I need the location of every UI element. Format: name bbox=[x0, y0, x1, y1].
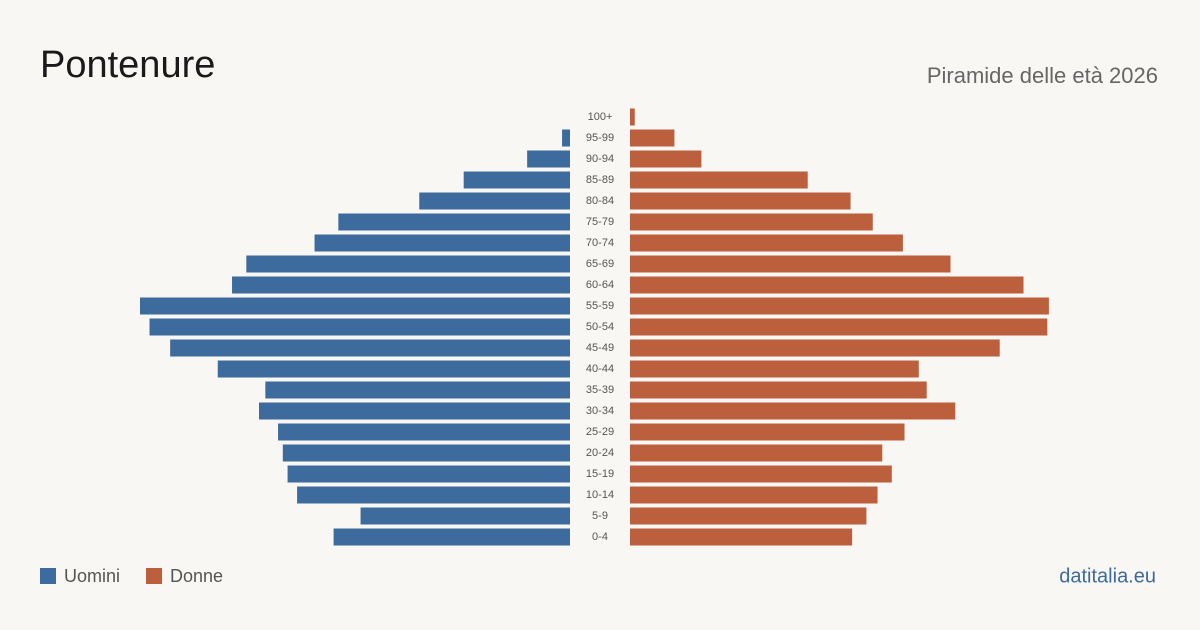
age-label: 60-64 bbox=[586, 279, 614, 291]
bar bbox=[463, 171, 570, 189]
bar bbox=[140, 297, 570, 315]
bar bbox=[419, 192, 570, 210]
bar bbox=[630, 171, 808, 189]
bar bbox=[630, 276, 1024, 294]
bar bbox=[630, 465, 892, 483]
age-label: 25-29 bbox=[586, 426, 614, 438]
bar bbox=[314, 234, 570, 252]
age-label: 85-89 bbox=[586, 174, 614, 186]
age-label: 65-69 bbox=[586, 258, 614, 270]
bar bbox=[360, 507, 570, 525]
bar bbox=[630, 507, 867, 525]
bar bbox=[630, 192, 851, 210]
age-label: 75-79 bbox=[586, 216, 614, 228]
bar bbox=[265, 381, 570, 399]
bar bbox=[149, 318, 570, 336]
bar bbox=[297, 486, 570, 504]
age-label: 20-24 bbox=[586, 447, 614, 459]
bar bbox=[217, 360, 570, 378]
bar bbox=[287, 465, 570, 483]
bar bbox=[630, 318, 1048, 336]
bar bbox=[630, 234, 903, 252]
age-label: 50-54 bbox=[586, 321, 614, 333]
age-label: 10-14 bbox=[586, 489, 614, 501]
chart-subtitle: Piramide delle età 2026 bbox=[927, 63, 1158, 88]
age-label: 15-19 bbox=[586, 468, 614, 480]
age-label: 90-94 bbox=[586, 153, 614, 165]
legend-label: Donne bbox=[170, 566, 223, 586]
bar bbox=[630, 402, 956, 420]
bar bbox=[278, 423, 570, 441]
bar bbox=[630, 360, 919, 378]
age-label: 70-74 bbox=[586, 237, 614, 249]
age-label: 40-44 bbox=[586, 363, 614, 375]
bar bbox=[282, 444, 570, 462]
bar bbox=[630, 297, 1049, 315]
bar bbox=[170, 339, 571, 357]
bar bbox=[246, 255, 570, 273]
bar bbox=[333, 528, 570, 546]
legend-swatch bbox=[146, 568, 163, 584]
legend-swatch bbox=[40, 568, 56, 584]
bar bbox=[630, 213, 873, 231]
legend-label: Uomini bbox=[64, 566, 120, 586]
bar bbox=[630, 381, 927, 399]
age-label: 0-4 bbox=[592, 531, 608, 543]
bar bbox=[630, 129, 675, 147]
bar bbox=[630, 150, 702, 168]
age-label: 35-39 bbox=[586, 384, 614, 396]
chart-title: Pontenure bbox=[40, 44, 215, 86]
bar bbox=[232, 276, 570, 294]
bar bbox=[630, 444, 883, 462]
age-label: 100+ bbox=[588, 111, 613, 123]
age-label: 45-49 bbox=[586, 342, 614, 354]
bar bbox=[630, 108, 635, 126]
bar bbox=[630, 423, 905, 441]
source: datitalia.eu bbox=[1059, 565, 1156, 587]
bar bbox=[630, 339, 1000, 357]
bar bbox=[630, 255, 951, 273]
bar bbox=[527, 150, 570, 168]
age-label: 95-99 bbox=[586, 132, 614, 144]
bar bbox=[562, 129, 570, 147]
bar bbox=[259, 402, 570, 420]
age-label: 55-59 bbox=[586, 300, 614, 312]
age-label: 80-84 bbox=[586, 195, 614, 207]
bar bbox=[338, 213, 570, 231]
bar bbox=[630, 486, 878, 504]
age-label: 5-9 bbox=[592, 510, 608, 522]
age-label: 30-34 bbox=[586, 405, 614, 417]
bar bbox=[630, 528, 853, 546]
